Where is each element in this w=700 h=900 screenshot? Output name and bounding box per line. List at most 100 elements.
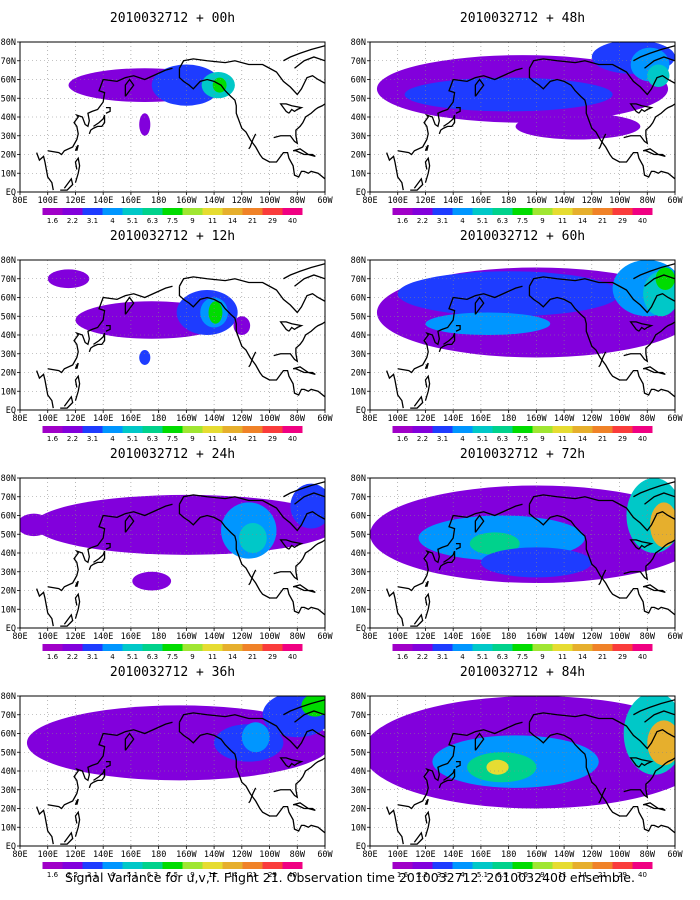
coastline [248,787,257,804]
colorbar-label: 9 [540,871,544,879]
colorbar-label: 7.5 [167,217,178,225]
colorbar-swatch [262,644,283,651]
coastline [397,67,523,156]
y-tick-label: 50N [1,530,16,540]
x-tick-label: 180 [501,632,516,642]
colorbar-label: 9 [540,653,544,661]
coastline [633,699,675,716]
y-tick-label: 80N [351,474,366,484]
colorbar-label: 2.2 [417,653,428,661]
y-tick-label: 50N [1,312,16,322]
coastline [424,810,431,837]
variance-contour [486,759,509,775]
coastline [60,613,74,627]
coastline [74,144,79,151]
colorbar-swatch [592,862,613,869]
colorbar-label: 9 [190,653,194,661]
x-tick-label: 180 [501,850,516,860]
x-tick-label: 120E [415,196,435,206]
x-tick-label: 140W [554,632,575,642]
coastline [642,366,666,376]
colorbar-label: 29 [618,653,627,661]
colorbar-label: 29 [268,653,277,661]
coastline [410,831,424,845]
x-tick-label: 60W [317,414,333,424]
colorbar-label: 3.1 [437,217,448,225]
colorbar-swatch [492,426,513,433]
variance-contour [132,571,172,591]
coastline [633,45,675,62]
colorbar-label: 4 [460,871,465,879]
panel-title: 2010032712 + 36h [110,665,235,680]
colorbar-swatch [552,208,573,215]
x-tick-label: 120E [415,850,435,860]
x-tick-label: 100E [387,414,407,424]
colorbar-label: 7.5 [167,435,178,443]
coastline [36,588,54,627]
x-tick-label: 160W [176,850,197,860]
coastline [424,362,429,369]
y-tick-label: 10N [351,823,366,833]
coastline [105,106,111,114]
colorbar-label: 29 [618,435,627,443]
colorbar-label: 9 [190,871,194,879]
coastline [178,68,325,180]
panel-title: 2010032712 + 48h [460,11,585,26]
y-tick-label: 20N [1,369,16,379]
x-tick-label: 140E [443,414,463,424]
x-tick-label: 160E [471,414,491,424]
coastline [105,760,111,768]
y-tick-label: 30N [1,132,16,142]
colorbar-label: 5.1 [477,871,488,879]
y-tick-label: 20N [1,587,16,597]
colorbar-label: 2.2 [417,871,428,879]
coastline [623,321,675,363]
x-tick-label: 120E [65,414,85,424]
colorbar-label: 21 [248,217,257,225]
variance-contour [469,532,520,555]
coastline [644,274,675,287]
colorbar-swatch [572,644,593,651]
coastline [279,321,304,332]
coastline [410,613,424,627]
colorbar-label: 4 [110,653,115,661]
y-tick-label: 50N [1,94,16,104]
colorbar-swatch [612,426,633,433]
coastline [410,177,424,191]
coastline [273,321,325,363]
colorbar-swatch [62,426,83,433]
coastline [178,494,325,532]
y-tick-label: 40N [1,549,16,559]
coastline [105,324,111,332]
colorbar-swatch [142,208,163,215]
colorbar-swatch [102,426,123,433]
colorbar-swatch [632,208,653,215]
colorbar-label: 3.1 [87,871,98,879]
x-tick-label: 180 [151,850,166,860]
colorbar-label: 6.3 [147,653,158,661]
x-tick-label: 60W [317,196,333,206]
colorbar-label: 5.1 [127,653,138,661]
colorbar-label: 21 [598,871,607,879]
variance-contour [208,301,223,324]
colorbar-label: 1.6 [397,653,409,661]
colorbar-swatch [262,426,283,433]
colorbar-swatch [222,862,243,869]
colorbar-label: 5.1 [477,653,488,661]
y-tick-label: 60N [351,730,366,740]
colorbar-label: 14 [578,871,587,879]
x-tick-label: 140E [93,850,113,860]
x-tick-label: 160E [471,850,491,860]
colorbar-label: 5.1 [127,435,138,443]
colorbar-swatch [182,862,203,869]
x-tick-label: 180 [501,196,516,206]
coastline [410,395,424,409]
coastline [294,492,325,505]
y-tick-label: EQ [6,406,16,416]
colorbar-label: 40 [288,653,297,661]
variance-contour [139,350,151,365]
variance-contour [233,316,251,335]
colorbar-swatch [632,644,653,651]
colorbar-label: 40 [638,871,647,879]
colorbar-label: 21 [598,653,607,661]
